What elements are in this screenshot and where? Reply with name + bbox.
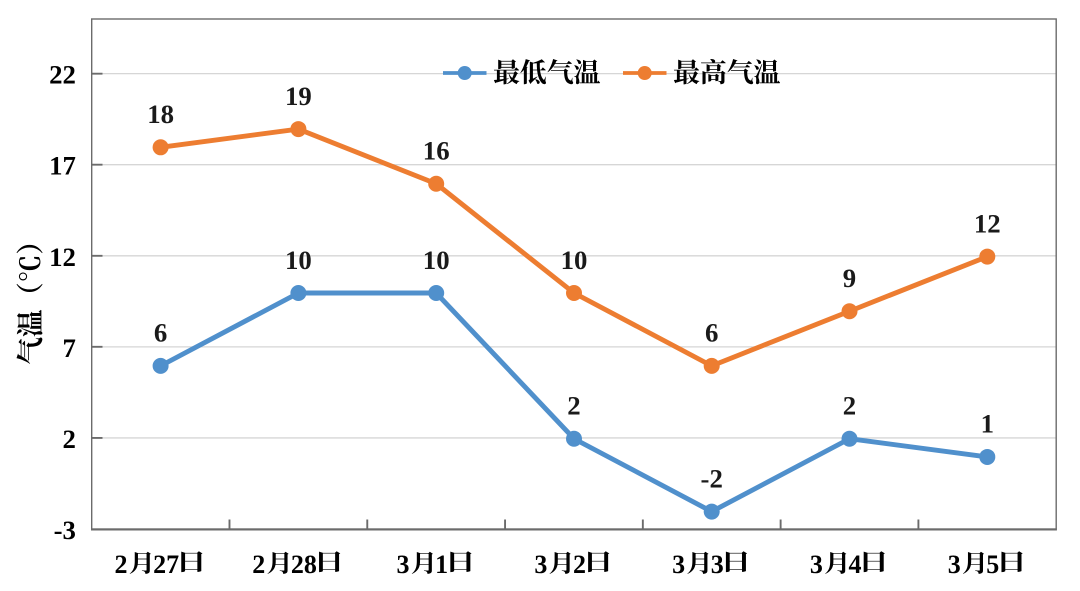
svg-text:12: 12 xyxy=(974,208,1001,238)
svg-text:19: 19 xyxy=(285,81,312,111)
svg-text:1: 1 xyxy=(435,550,448,579)
svg-text:5: 5 xyxy=(986,550,999,579)
svg-text:3: 3 xyxy=(672,550,685,579)
svg-text:10: 10 xyxy=(561,245,588,275)
svg-text:6: 6 xyxy=(154,318,167,348)
svg-text:2: 2 xyxy=(114,550,127,579)
svg-text:3: 3 xyxy=(711,550,724,579)
svg-text:4: 4 xyxy=(849,550,862,579)
svg-text:27: 27 xyxy=(153,550,179,579)
svg-text:6: 6 xyxy=(705,318,718,348)
svg-text:10: 10 xyxy=(423,245,450,275)
svg-text:16: 16 xyxy=(423,136,450,166)
svg-text:3: 3 xyxy=(397,550,410,579)
svg-text:28: 28 xyxy=(291,550,317,579)
svg-text:2: 2 xyxy=(62,424,75,454)
svg-text:22: 22 xyxy=(49,60,76,90)
svg-text:3: 3 xyxy=(810,550,823,579)
svg-text:3: 3 xyxy=(948,550,961,579)
svg-text:3: 3 xyxy=(534,550,547,579)
svg-text:7: 7 xyxy=(62,333,75,363)
svg-text:1: 1 xyxy=(981,409,994,439)
svg-text:2: 2 xyxy=(573,550,586,579)
svg-text:2: 2 xyxy=(567,391,580,421)
svg-text:-3: -3 xyxy=(54,515,76,545)
svg-text:2: 2 xyxy=(843,391,856,421)
svg-text:17: 17 xyxy=(49,151,76,181)
svg-text:-2: -2 xyxy=(701,463,723,493)
svg-text:9: 9 xyxy=(843,263,856,293)
svg-text:18: 18 xyxy=(147,99,174,129)
svg-text:2: 2 xyxy=(252,550,265,579)
svg-text:10: 10 xyxy=(285,245,312,275)
svg-text:12: 12 xyxy=(49,242,76,272)
